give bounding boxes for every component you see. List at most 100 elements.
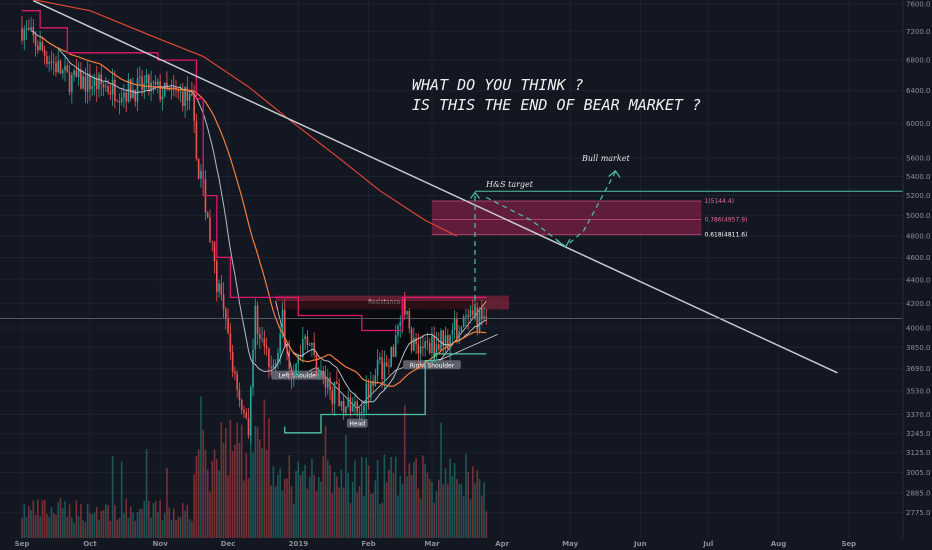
volume-bar	[107, 504, 109, 538]
volume-bar	[64, 500, 66, 538]
candle-body	[211, 241, 214, 243]
candle-body	[272, 364, 275, 369]
volume-bar	[261, 448, 263, 538]
volume-bar	[118, 518, 121, 538]
candle-body	[172, 86, 175, 90]
volume-bar	[288, 455, 291, 538]
candle-body	[123, 92, 125, 98]
volume-bar	[105, 504, 107, 538]
price-tick-label: 5000.0	[906, 212, 931, 220]
downtrend-line	[33, 0, 838, 374]
candle-body	[381, 357, 383, 380]
candle-body	[408, 311, 411, 329]
candle-body	[476, 308, 479, 331]
candle-body	[39, 41, 41, 51]
volume-bar	[120, 461, 123, 538]
volume-bar	[329, 465, 331, 538]
candle-body	[297, 355, 300, 364]
volume-bar	[50, 507, 53, 538]
volume-bar	[132, 512, 134, 538]
volume-bar	[152, 502, 155, 538]
candle-body	[333, 381, 336, 404]
candle-body	[48, 62, 50, 64]
candle-body	[474, 308, 476, 315]
price-axis-bg	[903, 0, 932, 550]
candle-body	[154, 81, 157, 85]
volume-bar	[68, 504, 71, 538]
candle-body	[367, 383, 370, 398]
candle-body	[363, 405, 365, 413]
volume-bar	[426, 472, 429, 538]
volume-bar	[243, 480, 245, 538]
candle-body	[168, 89, 171, 90]
volume-bar	[102, 509, 105, 538]
candle-body	[340, 401, 343, 406]
volume-bar	[336, 476, 338, 538]
candle-body	[460, 327, 463, 332]
volume-bar	[215, 459, 218, 538]
candle-body	[288, 350, 291, 369]
time-tick-label: Sep	[841, 540, 856, 548]
volume-bar	[315, 490, 318, 538]
candle-body	[338, 383, 340, 406]
time-tick-label: Jun	[633, 540, 647, 548]
volume-bar	[172, 508, 175, 538]
candle-body	[431, 335, 433, 354]
volume-bar	[161, 520, 164, 538]
candle-body	[100, 74, 103, 85]
candle-body	[465, 315, 467, 317]
volume-bar	[394, 456, 397, 538]
candle-body	[259, 333, 261, 339]
volume-bar	[48, 517, 50, 538]
time-tick-label: Aug	[771, 540, 786, 548]
volume-bar	[283, 478, 286, 538]
candle-body	[295, 363, 297, 373]
price-tick-label: 4800.0	[906, 232, 931, 240]
price-tick-label: 4200.0	[906, 300, 931, 308]
candle-body	[322, 371, 325, 378]
candle-body	[261, 338, 263, 340]
candle-body	[372, 381, 374, 386]
candle-body	[71, 75, 73, 93]
candle-body	[245, 412, 248, 419]
volume-bar	[177, 516, 180, 538]
volume-bar	[236, 422, 238, 538]
candle-body	[68, 72, 71, 93]
candle-body	[428, 342, 431, 354]
volume-bar	[127, 517, 130, 538]
volume-bar	[247, 478, 250, 538]
volume-bar	[462, 496, 465, 538]
candle-body	[86, 73, 89, 92]
time-tick-label: May	[562, 540, 578, 548]
candle-body	[308, 345, 311, 346]
ma-long-line	[32, 0, 458, 237]
volume-bar	[270, 485, 272, 538]
volume-bars	[21, 396, 488, 538]
candle-body	[148, 74, 150, 92]
candle-body	[93, 78, 96, 86]
volume-bar	[367, 465, 370, 538]
volume-bar	[320, 481, 322, 538]
volume-bar	[249, 433, 252, 538]
candle-body	[25, 28, 28, 30]
volume-bar	[274, 486, 277, 538]
candle-body	[345, 406, 347, 413]
candle-body	[227, 318, 229, 334]
volume-bar	[170, 519, 173, 538]
volume-bar	[256, 427, 259, 538]
candle-body	[222, 294, 225, 309]
candle-body	[46, 56, 48, 64]
candle-body	[215, 261, 218, 292]
candle-body	[234, 371, 236, 374]
volume-bar	[399, 475, 402, 538]
candle-body	[388, 366, 390, 367]
candle-body	[129, 79, 132, 98]
volume-bar	[209, 491, 211, 538]
volume-bar	[442, 484, 445, 538]
candle-body	[55, 62, 57, 73]
candle-body	[37, 45, 39, 51]
candle-body	[161, 96, 164, 100]
head-label: Head	[349, 421, 365, 428]
volume-bar	[458, 483, 460, 538]
